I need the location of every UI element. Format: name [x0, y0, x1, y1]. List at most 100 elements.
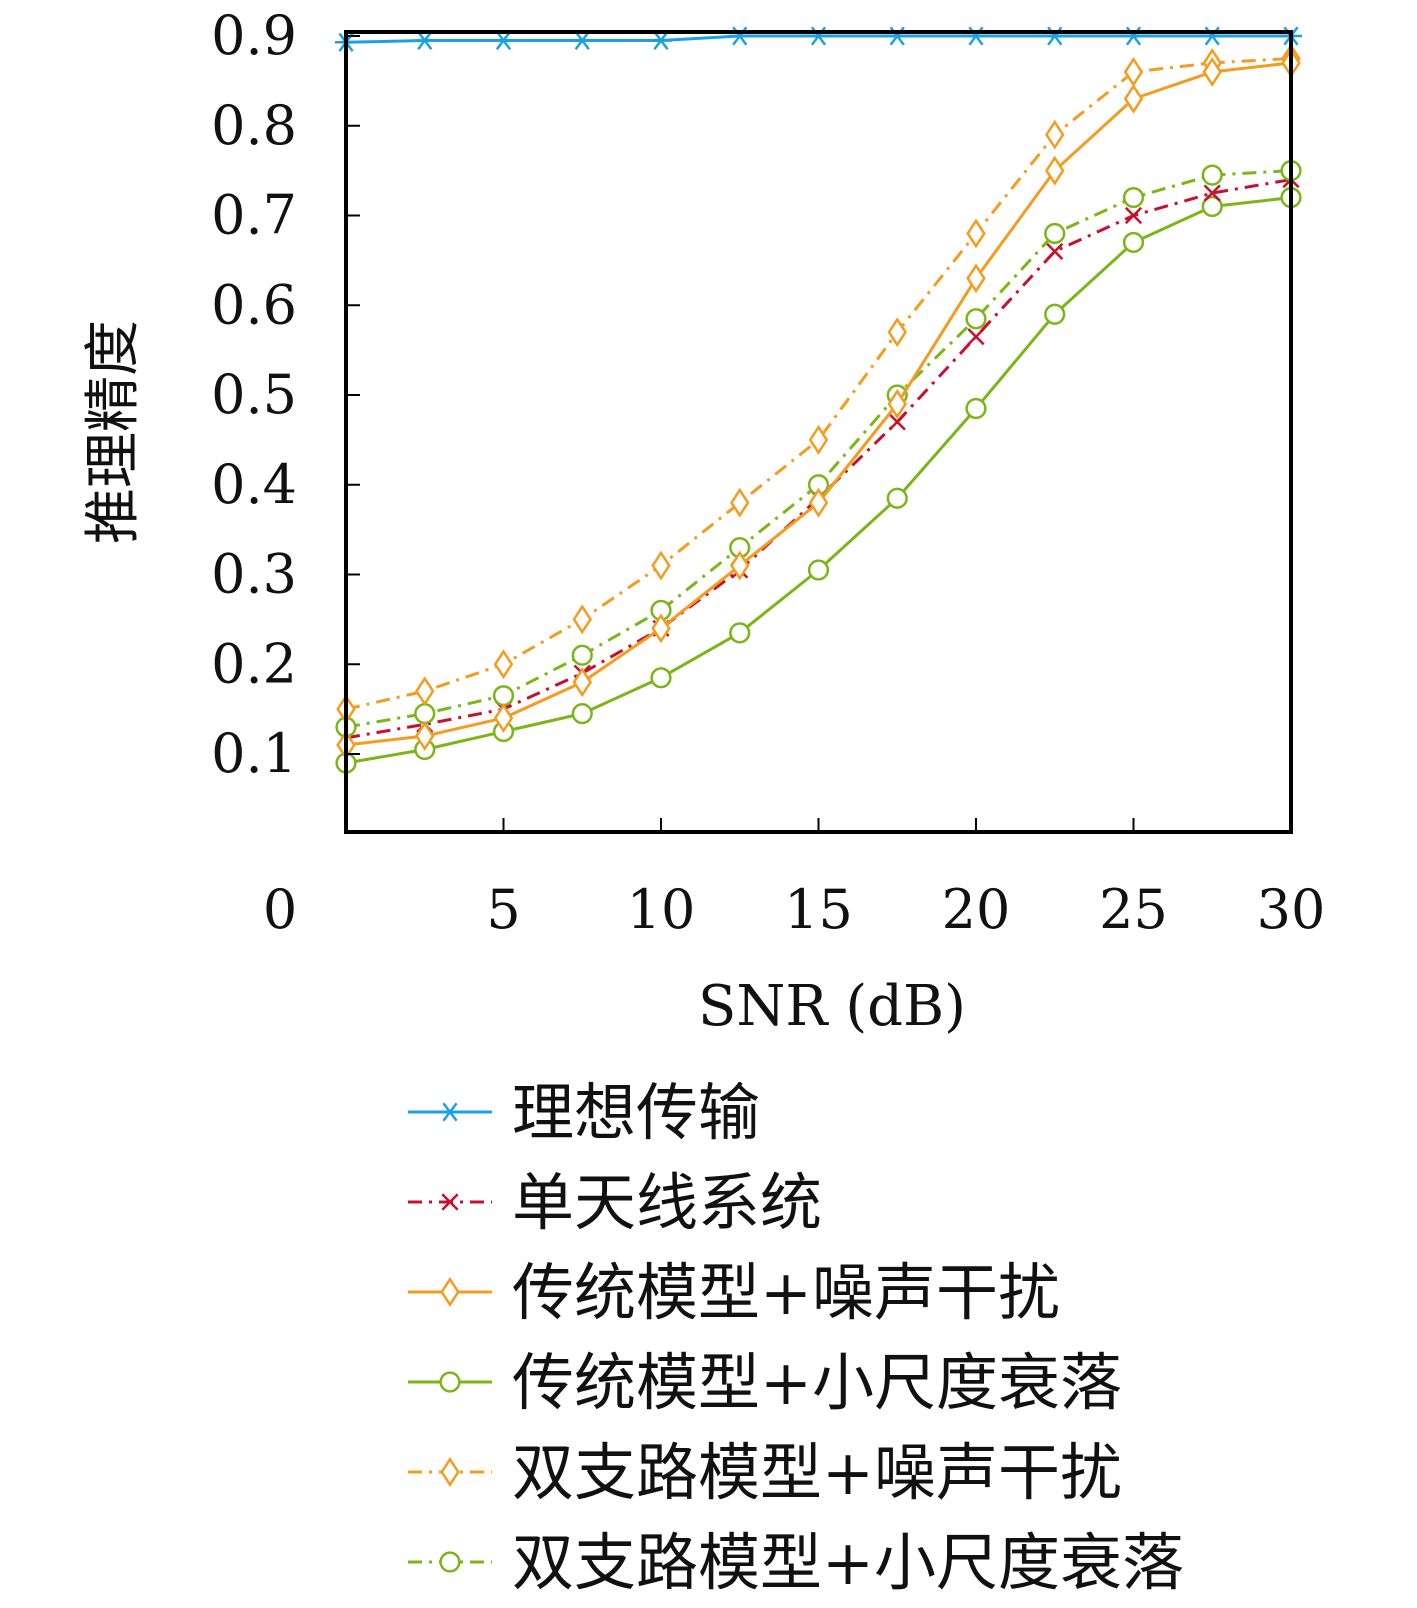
circle-marker — [571, 644, 593, 666]
circle-marker — [965, 397, 987, 420]
series-5 — [336, 43, 1301, 725]
legend-label: 双支路模型+小尺度衰落 — [512, 1526, 1184, 1599]
diamond-marker — [730, 550, 750, 581]
diamond-marker — [808, 487, 829, 518]
circle-marker — [439, 1371, 461, 1393]
x-tick-label: 15 — [784, 878, 853, 941]
diamond-marker — [1045, 119, 1065, 150]
series-line — [345, 178, 1292, 740]
diamond-marker — [1123, 56, 1144, 87]
legend-label: 理想传输 — [512, 1076, 760, 1149]
y-tick-label: 0.4 — [211, 453, 297, 516]
circle-marker — [965, 308, 987, 330]
y-axis: 0.1 0.2 0.3 0.4 0.5 0.6 0.7 0.8 0.9 — [211, 4, 360, 785]
circle-marker — [650, 667, 672, 689]
diamond-marker — [572, 667, 592, 698]
diamond-marker — [966, 263, 986, 294]
star-marker — [413, 30, 436, 51]
star-marker — [728, 26, 751, 46]
legend-item: 理想传输 — [408, 1076, 760, 1149]
x-marker — [967, 328, 985, 346]
circle-marker — [1044, 222, 1066, 245]
x-axis-label: SNR (dB) — [698, 974, 966, 1039]
y-tick-label: 0.7 — [211, 184, 297, 247]
circle-marker — [886, 487, 908, 509]
circle-marker — [1201, 195, 1223, 218]
y-tick-label: 0.6 — [211, 273, 297, 336]
y-axis-label: 推理精度 — [81, 320, 146, 544]
star-marker — [965, 26, 987, 46]
legend-label: 传统模型+噪声干扰 — [512, 1256, 1060, 1329]
diamond-marker — [887, 389, 907, 419]
diamond-marker — [808, 424, 829, 455]
diamond-marker — [493, 649, 514, 680]
legend-item: 传统模型+噪声干扰 — [408, 1256, 1060, 1329]
legend-item: 双支路模型+噪声干扰 — [408, 1436, 1122, 1509]
star-marker — [886, 26, 909, 46]
star-marker — [807, 26, 830, 46]
circle-marker — [1201, 164, 1223, 186]
x-tick-label: 10 — [627, 878, 696, 941]
star-marker — [1122, 26, 1145, 46]
diamond-marker — [966, 218, 986, 249]
circle-marker — [1044, 303, 1066, 325]
x-marker — [441, 1193, 459, 1211]
legend-label: 单天线系统 — [512, 1166, 822, 1239]
circle-marker — [571, 703, 593, 725]
legend: 理想传输单天线系统传统模型+噪声干扰传统模型+小尺度衰落双支路模型+噪声干扰双支… — [408, 1076, 1184, 1599]
diamond-marker — [887, 317, 907, 348]
diamond-marker — [730, 487, 750, 518]
y-tick-label: 0.9 — [211, 4, 297, 67]
star-marker — [492, 30, 515, 51]
circle-marker — [439, 1551, 461, 1573]
y-tick-label: 0.1 — [211, 722, 297, 785]
y-tick-label: 0.5 — [211, 363, 297, 426]
legend-item: 双支路模型+小尺度衰落 — [408, 1526, 1184, 1599]
star-marker — [1201, 26, 1224, 46]
diamond-marker — [1045, 155, 1065, 186]
circle-marker — [1122, 231, 1145, 254]
circle-marker — [492, 685, 515, 707]
y-axis-title: 推理精度 — [81, 320, 146, 544]
star-marker — [571, 30, 594, 51]
x-axis: 0 5 10 15 20 25 30 — [263, 818, 1326, 941]
star-marker — [1043, 26, 1066, 46]
diamond-marker — [1202, 56, 1222, 87]
series-6 — [335, 160, 1302, 738]
diamond-marker — [1123, 83, 1144, 114]
diamond-marker — [651, 550, 671, 581]
series-layer — [335, 26, 1302, 774]
diamond-marker — [440, 1457, 460, 1487]
legend-item: 传统模型+小尺度衰落 — [408, 1346, 1122, 1419]
star-marker — [650, 30, 672, 51]
circle-marker — [1122, 186, 1145, 209]
x-tick-label: 25 — [1099, 878, 1168, 941]
diamond-marker — [415, 721, 435, 751]
x-tick-label: 20 — [942, 878, 1011, 941]
legend-label: 传统模型+小尺度衰落 — [512, 1346, 1122, 1419]
x-marker — [1046, 242, 1064, 260]
y-tick-label: 0.8 — [211, 94, 297, 157]
y-tick-label: 0.2 — [211, 632, 297, 695]
series-line — [345, 56, 1292, 711]
diamond-marker — [651, 613, 671, 644]
diamond-marker — [572, 604, 592, 635]
x-tick-label: 0 — [263, 878, 297, 941]
x-marker — [1203, 184, 1221, 202]
diamond-marker — [440, 1277, 460, 1307]
series-4 — [335, 186, 1302, 774]
y-tick-label: 0.3 — [211, 543, 297, 606]
series-3 — [336, 47, 1301, 760]
x-marker — [888, 413, 906, 431]
x-marker — [1124, 206, 1143, 225]
diamond-marker — [415, 676, 435, 707]
diamond-marker — [493, 703, 514, 734]
x-tick-label: 30 — [1257, 878, 1326, 941]
circle-marker — [807, 559, 830, 581]
star-marker — [439, 1102, 461, 1122]
x-tick-label: 5 — [486, 878, 520, 941]
circle-marker — [729, 622, 751, 644]
series-2 — [337, 171, 1300, 747]
legend-label: 双支路模型+噪声干扰 — [512, 1436, 1122, 1509]
